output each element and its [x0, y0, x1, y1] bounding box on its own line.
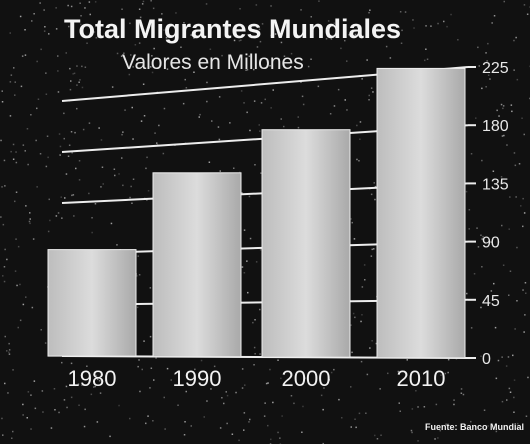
- y-axis-ticks: 0 45 90 135 180 225: [482, 60, 509, 368]
- y-tick-label: 135: [482, 176, 509, 193]
- x-axis-categories: 1980 1990 2000 2010: [68, 366, 446, 391]
- y-tick-label: 180: [482, 118, 509, 135]
- y-tick-label: 0: [482, 351, 491, 368]
- bar-1980: [47, 249, 137, 357]
- source-note: Fuente: Banco Mundial: [425, 422, 524, 432]
- bar-2010: [376, 67, 466, 359]
- chart-title: Total Migrantes Mundiales: [64, 14, 401, 44]
- x-category-label: 1990: [173, 366, 222, 391]
- x-category-label: 2000: [282, 366, 331, 391]
- y-tick-label: 45: [482, 293, 500, 310]
- chart-subtitle: Valores en Millones: [122, 51, 304, 74]
- bars: [47, 67, 466, 359]
- y-tick-label: 225: [482, 60, 509, 77]
- x-category-label: 1980: [68, 366, 117, 391]
- y-tick-label: 90: [482, 235, 500, 252]
- bar-2000: [261, 129, 351, 358]
- x-category-label: 2010: [397, 366, 446, 391]
- bar-1990: [152, 172, 242, 358]
